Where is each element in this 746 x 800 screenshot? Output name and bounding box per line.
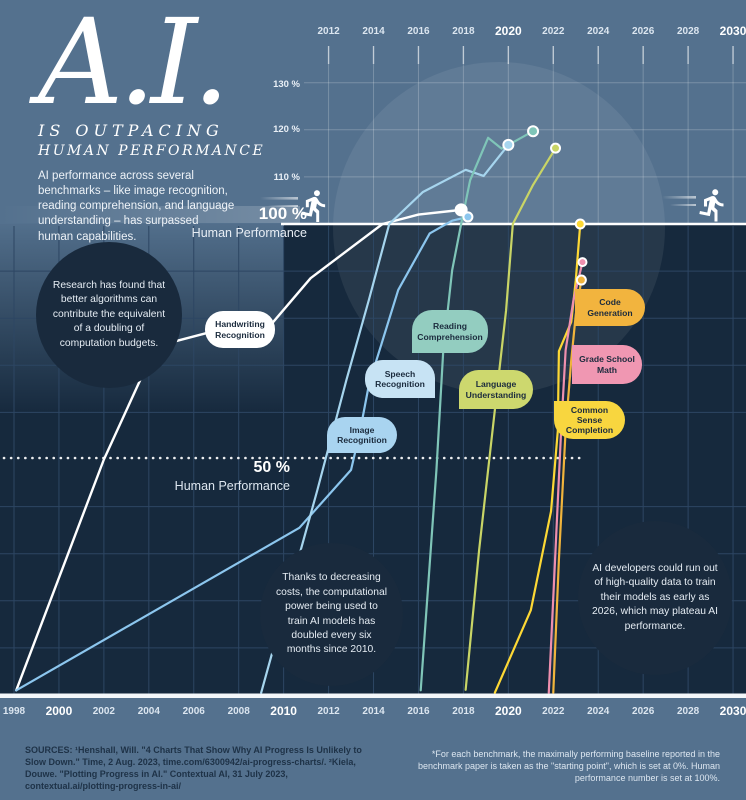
axis-year-label: 2014	[362, 26, 385, 37]
axis-year-label: 2020	[494, 704, 522, 718]
series-endpoint-dot-grade-school-math	[577, 257, 588, 268]
masthead: A.I. IS OUTPACING HUMAN PERFORMANCE AI p…	[38, 0, 288, 245]
axis-year-label: 2012	[317, 706, 340, 717]
pill-label: Handwriting Recognition	[215, 319, 265, 340]
callout-algorithms: Research has found that better algorithm…	[36, 242, 182, 388]
axis-year-label: 2010	[270, 704, 297, 718]
y-tick-110: 110 %	[273, 172, 300, 183]
page-subtitle-2: HUMAN PERFORMANCE	[38, 142, 266, 159]
series-endpoint-dot-common-sense-completion	[574, 218, 586, 230]
horizon-glow	[0, 206, 300, 223]
runner-icon-right	[699, 189, 724, 222]
bottom-axis: 1998 2000 2002 2004 2006 2008 2010 2012 2014 2016…	[0, 704, 746, 724]
runner-icon-left	[301, 190, 326, 223]
axis-year-label: 2028	[676, 26, 700, 37]
top-axis: 2012 2014 2016 2018 2020 2022 2024 2026 2028 2030	[0, 24, 746, 44]
axis-year-label: 2026	[632, 26, 655, 37]
human-performance-50-label: 50 % Human Performance	[90, 459, 290, 493]
axis-year-label: 2020	[494, 24, 522, 38]
page-subtitle-1: IS OUTPACING	[38, 120, 224, 140]
pill-label: Language Understanding	[465, 379, 527, 400]
axis-year-label: 2016	[407, 706, 430, 717]
pill-label: Grade School Math	[579, 354, 635, 375]
footer-band: 1998 2000 2002 2004 2006 2008 2010 2012 2014 2016…	[0, 695, 746, 800]
pill-label: Speech Recognition	[375, 368, 425, 389]
axis-year-label: 2028	[676, 706, 700, 717]
pill-language-understanding: Language Understanding	[459, 370, 533, 409]
series-line-reading-comprehension	[419, 130, 535, 692]
axis-year-label: 2030	[719, 704, 746, 718]
axis-year-label: 2014	[362, 706, 385, 717]
callout-compute-doubling: Thanks to decreasing costs, the computat…	[260, 543, 403, 686]
series-line-speech-recognition	[260, 143, 510, 694]
callout-algorithms-text: Research has found that better algorithm…	[52, 279, 166, 349]
pill-code-generation: Code Generation	[575, 289, 645, 326]
series-endpoint-dot-code-generation	[575, 274, 587, 286]
label-100-percent: 100 %	[258, 204, 307, 223]
series-endpoint-dot-handwriting-recognition	[454, 203, 468, 217]
pill-grade-school-math: Grade School Math	[572, 345, 642, 384]
human-performance-100-label: 100 % Human Performance	[100, 204, 307, 240]
y-tick-130: 130 %	[273, 79, 300, 90]
axis-year-label: 2016	[407, 26, 430, 37]
sources-text: SOURCES: ¹Henshall, Will. "4 Charts That…	[25, 745, 362, 792]
series-endpoint-dot-speech-recognition	[502, 138, 515, 151]
label-100-sub: Human Performance	[191, 226, 307, 240]
pill-speech-recognition: Speech Recognition	[365, 360, 435, 398]
axis-year-label: 2018	[452, 26, 475, 37]
pill-handwriting-recognition: Handwriting Recognition	[205, 311, 275, 348]
axis-year-label: 2030	[719, 24, 746, 38]
callout-compute-doubling-text: Thanks to decreasing costs, the computat…	[275, 572, 388, 656]
axis-year-label: 2024	[587, 26, 610, 37]
intro-paragraph: AI performance across several benchmarks…	[38, 169, 235, 243]
pill-label: Common Sense Completion	[565, 404, 614, 436]
pill-label: Image Recognition	[337, 424, 387, 445]
label-50-sub: Human Performance	[174, 479, 290, 493]
y-tick-120: 120 %	[273, 124, 300, 135]
pill-label: Reading Comprehension	[417, 321, 483, 342]
series-line-common-sense-completion	[493, 222, 582, 694]
series-endpoint-dot-reading-comprehension	[527, 125, 540, 138]
axis-year-label: 2000	[45, 704, 73, 718]
pill-image-recognition: Image Recognition	[327, 417, 397, 453]
callout-data-plateau-text: AI developers could run out of high-qual…	[592, 562, 718, 632]
axis-year-label: 2024	[587, 706, 610, 717]
callout-data-plateau: AI developers could run out of high-qual…	[578, 521, 732, 675]
page-title: A.I.	[38, 0, 230, 131]
series-endpoint-dot-language-understanding	[550, 142, 562, 154]
axis-year-label: 2008	[227, 706, 250, 717]
footnote-text: *For each benchmark, the maximally perfo…	[417, 749, 720, 784]
label-50-percent: 50 %	[253, 459, 290, 476]
runner-motion-streak	[260, 197, 298, 200]
axis-year-label: 1998	[2, 706, 26, 717]
runner-motion-streak	[662, 196, 696, 199]
pill-reading-comprehension: Reading Comprehension	[412, 310, 488, 353]
pill-common-sense-completion: Common Sense Completion	[554, 401, 625, 439]
series-endpoint-dot-image-recognition	[462, 211, 474, 223]
axis-year-label: 2012	[317, 26, 340, 37]
axis-year-label: 2002	[92, 706, 115, 717]
axis-year-label: 2022	[542, 26, 565, 37]
runner-motion-streak	[670, 204, 696, 206]
pill-label: Code Generation	[587, 297, 633, 318]
axis-year-label: 2026	[632, 706, 655, 717]
axis-year-label: 2006	[182, 706, 205, 717]
axis-year-label: 2022	[542, 706, 565, 717]
series-line-language-understanding	[464, 147, 557, 691]
runner-motion-streak	[268, 205, 298, 207]
axis-year-label: 2004	[137, 706, 160, 717]
axis-year-label: 2018	[452, 706, 475, 717]
